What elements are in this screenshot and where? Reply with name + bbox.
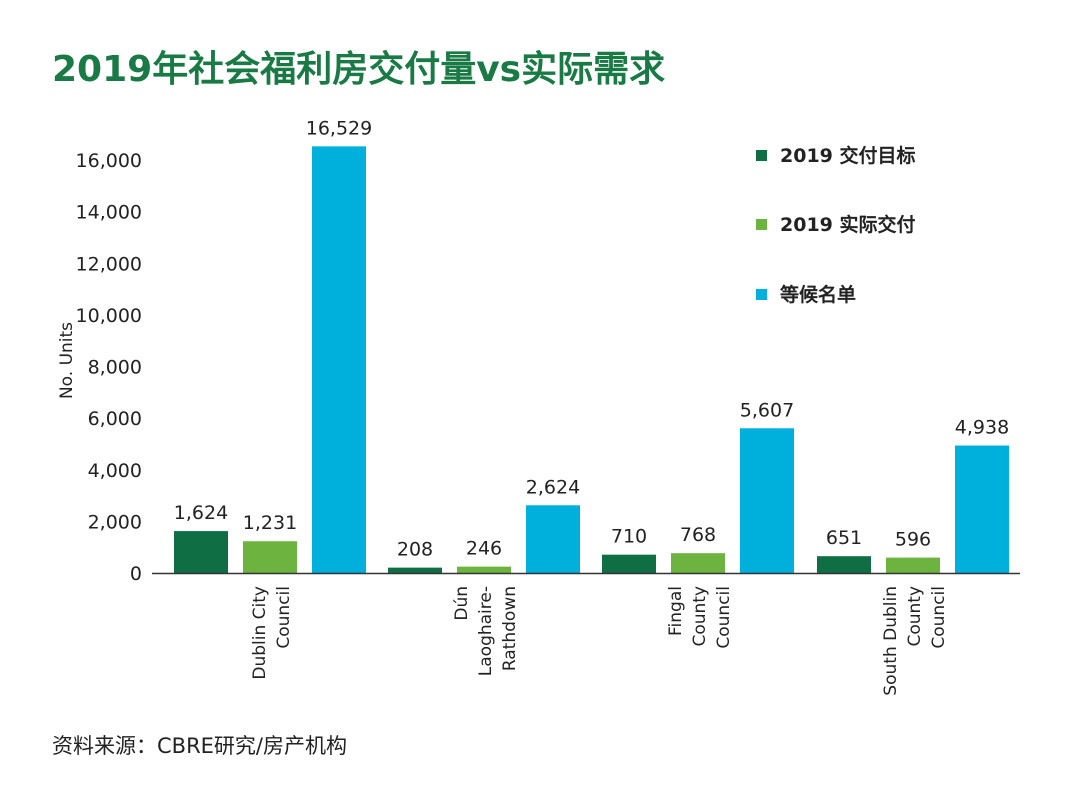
y-axis: 0 2,000 4,000 6,000 8,000 10,000 12,000 14,000 1…	[57, 150, 142, 585]
y-axis-label: No. Units	[57, 322, 77, 399]
category-label: Council	[274, 586, 294, 649]
category-label: Council	[929, 586, 949, 649]
bar-value-label: 1,624	[174, 502, 228, 524]
bar-value-label: 4,938	[955, 417, 1009, 439]
bar-value-label: 5,607	[740, 399, 794, 421]
legend-label: 2019 实际交付	[780, 213, 916, 236]
source-note: 资料来源：CBRE研究/房产机构	[52, 734, 348, 758]
y-tick-label: 2,000	[88, 511, 142, 533]
bar-value-label: 768	[680, 524, 716, 546]
bar	[740, 428, 794, 573]
bar	[671, 553, 725, 573]
category-label: Fingal	[666, 586, 686, 636]
legend-swatch	[756, 219, 767, 230]
category-label: Dún	[452, 586, 472, 621]
y-tick-label: 14,000	[76, 202, 142, 224]
bar	[817, 556, 871, 573]
bar	[388, 567, 442, 573]
bar-value-label: 208	[397, 539, 433, 561]
y-tick-label: 8,000	[88, 357, 142, 379]
bar-value-label: 710	[611, 526, 647, 548]
chart-title: 2019年社会福利房交付量vs实际需求	[52, 49, 666, 90]
y-tick-label: 0	[130, 563, 142, 585]
category-label: County	[690, 586, 710, 647]
bars: 1,624 208 710 651 1,231 246 768 596 16,529 2,624 5…	[174, 117, 1009, 573]
y-tick-label: 6,000	[88, 408, 142, 430]
legend-label: 等候名单	[779, 283, 856, 306]
y-tick-label: 10,000	[76, 305, 142, 327]
legend-swatch	[756, 289, 767, 300]
bar	[457, 566, 511, 573]
bar	[526, 505, 580, 573]
bar	[243, 541, 297, 573]
category-label: Dublin City	[250, 586, 270, 680]
bar	[312, 146, 366, 573]
bar-value-label: 16,529	[306, 117, 372, 139]
bar-value-label: 651	[826, 527, 862, 549]
y-tick-label: 12,000	[76, 253, 142, 275]
bar-value-label: 2,624	[526, 476, 580, 498]
bar-value-label: 1,231	[243, 512, 297, 534]
bar-value-label: 246	[466, 538, 502, 560]
legend-label: 2019 交付目标	[780, 144, 916, 167]
bar-value-label: 596	[895, 529, 931, 551]
category-label: Rathdown	[500, 586, 520, 671]
category-label: Council	[714, 586, 734, 649]
bar	[602, 554, 656, 573]
category-label: Laoghaire-	[476, 586, 496, 676]
y-tick-label: 4,000	[88, 460, 142, 482]
bar	[174, 531, 228, 573]
category-label: South Dublin	[881, 586, 901, 696]
y-tick-label: 16,000	[76, 150, 142, 172]
bar	[955, 445, 1009, 573]
bar	[886, 557, 940, 573]
category-label: County	[905, 586, 925, 647]
legend-swatch	[756, 150, 767, 161]
x-axis: Dublin City Council Dún Laoghaire- Rathdown F…	[152, 572, 1020, 696]
